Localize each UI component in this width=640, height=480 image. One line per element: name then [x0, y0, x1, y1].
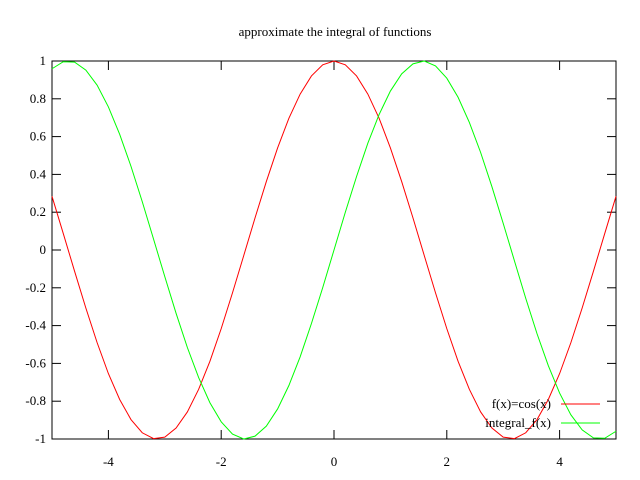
y-tick-label: -0.4 [25, 318, 46, 333]
legend: f(x)=cos(x) integral_f(x) [485, 396, 600, 430]
y-tick-label: -0.2 [25, 280, 46, 295]
legend-label: f(x)=cos(x) [492, 396, 551, 411]
x-tick-label: 4 [556, 454, 563, 469]
tick-labels: 1 0.8 0.6 0.4 0.2 0 -0.2 -0.4 -0.6 -0.8 -1 -4 -2 0 2 4 [25, 53, 563, 469]
series-line-1 [51, 60, 617, 440]
x-tick-label: 0 [331, 454, 338, 469]
legend-label: integral_f(x) [485, 415, 551, 430]
y-tick-label: 0 [40, 242, 47, 257]
y-tick-label: -1 [35, 431, 46, 446]
y-tick-label: 0.8 [30, 91, 46, 106]
y-tick-label: 1 [40, 53, 47, 68]
x-tick-label: -2 [216, 454, 227, 469]
y-tick-label: 0.4 [30, 166, 47, 181]
series-line-2 [51, 60, 617, 440]
ticks [52, 60, 616, 440]
y-tick-label: 0.6 [30, 129, 47, 144]
y-tick-label: 0.2 [30, 204, 46, 219]
x-tick-label: -4 [103, 454, 114, 469]
x-tick-label: 2 [444, 454, 451, 469]
y-tick-label: -0.6 [25, 355, 46, 370]
chart-title: approximate the integral of functions [239, 24, 432, 39]
series-lines [51, 60, 617, 440]
y-tick-label: -0.8 [25, 393, 46, 408]
